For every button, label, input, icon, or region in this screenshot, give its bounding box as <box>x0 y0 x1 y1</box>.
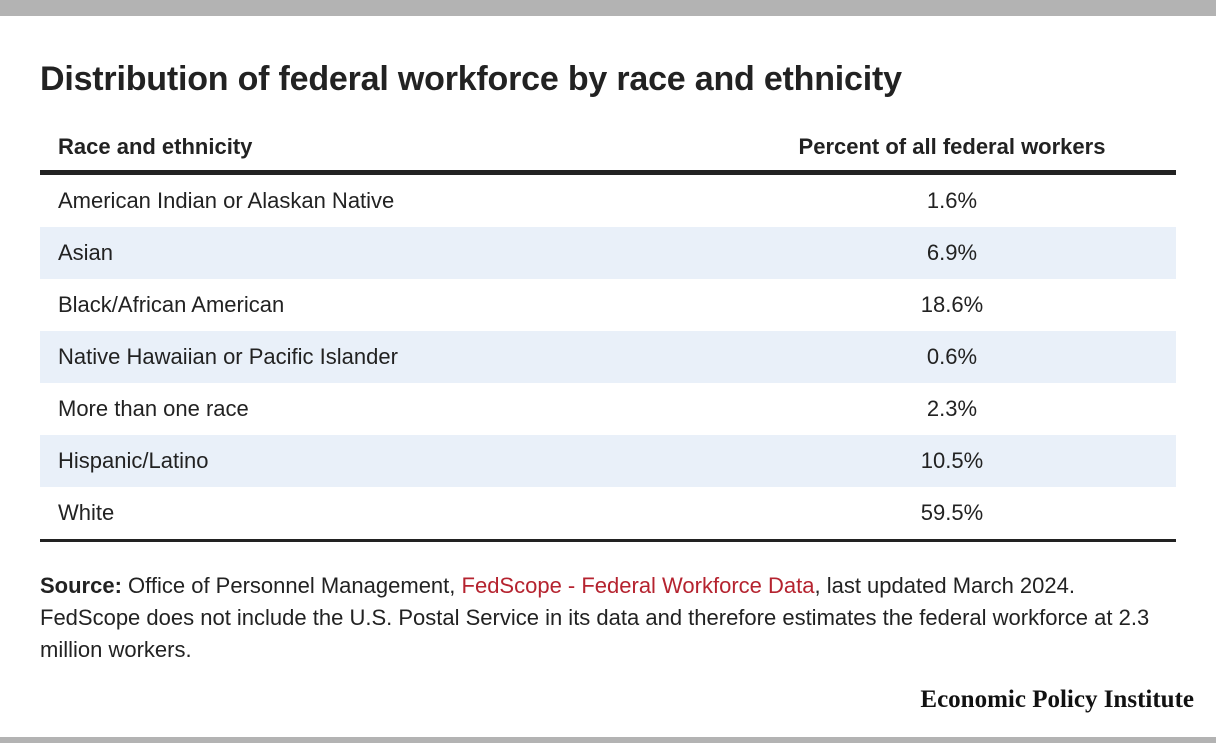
table-row: More than one race 2.3% <box>40 383 1176 435</box>
row-value: 59.5% <box>728 487 1176 542</box>
bottom-frame-bar <box>0 737 1216 743</box>
row-value: 2.3% <box>926 396 978 421</box>
row-category: Native Hawaiian or Pacific Islander <box>40 331 728 383</box>
source-label: Source: <box>40 573 122 598</box>
row-category: White <box>40 487 728 542</box>
table-row: Hispanic/Latino 10.5% <box>40 435 1176 487</box>
column-header-race: Race and ethnicity <box>40 124 728 175</box>
row-category: More than one race <box>58 396 249 421</box>
table-row: American Indian or Alaskan Native 1.6% <box>40 173 1176 228</box>
fedscope-link[interactable]: FedScope - Federal Workforce Data <box>461 573 815 598</box>
table-body: American Indian or Alaskan Native 1.6% Asi… <box>40 173 1176 542</box>
table-row: Black/African American 18.6% <box>40 279 1176 331</box>
table-row: White 59.5% <box>40 487 1176 542</box>
row-value: 1.6% <box>926 188 978 213</box>
source-note: Source: Office of Personnel Management, … <box>40 570 1170 666</box>
row-category: Black/African American <box>58 292 285 317</box>
row-category: American Indian or Alaskan Native <box>58 188 395 213</box>
table-header-row: Race and ethnicity Percent of all federa… <box>40 124 1176 175</box>
column-header-percent: Percent of all federal workers <box>728 124 1176 175</box>
chart-title: Distribution of federal workforce by rac… <box>40 60 902 98</box>
table-row: Asian 6.9% <box>40 227 1176 279</box>
row-value: 0.6% <box>728 331 1176 383</box>
row-category: Asian <box>40 227 728 279</box>
source-text-after: , last updated March 2024. FedScope does… <box>40 573 1150 662</box>
row-category: Hispanic/Latino <box>40 435 728 487</box>
table-row: Native Hawaiian or Pacific Islander 0.6% <box>40 331 1176 383</box>
top-frame-bar <box>0 0 1216 16</box>
brand-logo-text: Economic Policy Institute <box>920 686 1194 713</box>
row-value: 18.6% <box>920 292 984 317</box>
source-text-before: Office of Personnel Management, <box>128 573 456 598</box>
row-value: 10.5% <box>728 435 1176 487</box>
data-table: Race and ethnicity Percent of all federa… <box>40 124 1176 542</box>
row-value: 6.9% <box>728 227 1176 279</box>
